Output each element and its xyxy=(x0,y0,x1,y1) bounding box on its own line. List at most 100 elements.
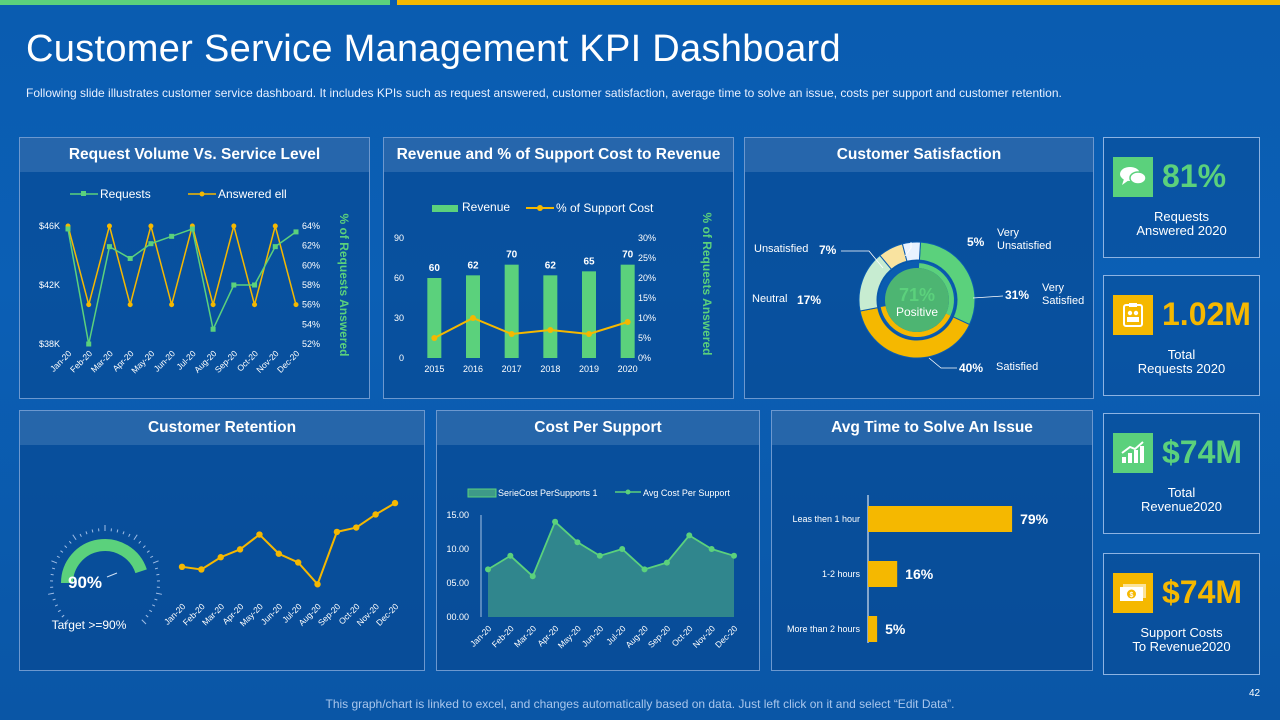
revenue-panel: Revenue and % of Support Cost to Revenue… xyxy=(383,137,734,399)
legend-label-support: % of Support Cost xyxy=(556,201,654,215)
page-subtitle: Following slide illustrates customer ser… xyxy=(26,86,1062,100)
gauge-tick xyxy=(68,540,72,544)
x-tick-label: Mar-20 xyxy=(200,601,226,627)
gauge-tick xyxy=(57,609,61,613)
x-tick-label: Mar-20 xyxy=(512,623,538,649)
answered-point xyxy=(252,302,258,308)
avg-time-chart: Leas then 1 hour 79% 1-2 hours 16% More than… xyxy=(787,495,1049,643)
gauge-tick xyxy=(142,545,146,549)
kpi-label: Total Requests 2020 xyxy=(1137,347,1226,376)
x-tick-label: 2018 xyxy=(540,364,560,374)
requests-series-line xyxy=(67,227,297,345)
satisfaction-slice xyxy=(901,241,922,262)
legend-marker-avg xyxy=(625,489,631,495)
revenue-bar-label: 60 xyxy=(429,263,441,274)
y-left-tick: $42K xyxy=(39,280,60,290)
revenue-bar-label: 65 xyxy=(583,256,595,267)
y-tick: 05.00 xyxy=(446,578,469,588)
gauge-tick xyxy=(72,534,77,541)
revenue-bar xyxy=(427,278,442,358)
avg-cost-point xyxy=(552,518,559,525)
legend-label-avg: Avg Cost Per Support xyxy=(643,488,730,498)
gauge-tick xyxy=(128,533,131,537)
requests-point xyxy=(231,282,237,288)
x-tick-label: 2016 xyxy=(463,364,483,374)
x-tick-label: 2017 xyxy=(502,364,522,374)
revenue-bar-label: 70 xyxy=(506,250,518,261)
cost-area xyxy=(488,521,734,617)
gauge-tick xyxy=(122,531,125,535)
gauge-tick xyxy=(48,592,55,595)
retention-point xyxy=(236,546,244,553)
revenue-bar-label: 62 xyxy=(545,260,557,271)
retention-point xyxy=(275,550,283,557)
x-tick-label: Dec-20 xyxy=(713,623,740,650)
y-left-tick: $38K xyxy=(39,339,60,349)
kpi-value: 1.02M xyxy=(1162,296,1251,332)
slice-name-very-satisfied-2: Satisfied xyxy=(1042,295,1084,307)
requests-point xyxy=(169,233,175,239)
time-bar-label: 79% xyxy=(1020,511,1049,527)
gauge-needle xyxy=(106,572,118,578)
requests-point xyxy=(210,326,216,332)
panel-title-retention: Customer Retention xyxy=(20,411,424,445)
svg-text:$: $ xyxy=(1130,592,1134,599)
legend-marker-answered xyxy=(199,191,205,197)
avg-cost-point xyxy=(641,566,648,573)
answered-point xyxy=(106,223,112,229)
x-tick-label: 2020 xyxy=(618,364,638,374)
gauge-tick xyxy=(116,529,119,533)
chat-bubbles-icon xyxy=(1113,157,1153,197)
gauge-tick xyxy=(152,604,156,607)
y-right-tick: 10% xyxy=(638,313,656,323)
retention-point xyxy=(372,511,379,518)
top-accent-bar-yellow xyxy=(397,0,1280,5)
revenue-bar xyxy=(582,271,596,358)
money-bill-icon: $ xyxy=(1113,573,1153,613)
revenue-bar xyxy=(543,275,558,358)
clipboard-team-icon xyxy=(1113,295,1153,335)
y-right-tick: 0% xyxy=(638,353,651,363)
requests-point xyxy=(293,229,299,235)
growth-chart-icon xyxy=(1113,433,1153,473)
slice-name-very-satisfied: Very xyxy=(1042,282,1065,294)
target-label: Target >=90% xyxy=(52,618,127,632)
avg-cost-point xyxy=(529,573,536,580)
y-right-tick: 52% xyxy=(302,339,320,349)
gauge-tick xyxy=(56,555,60,559)
request-volume-panel: Request Volume Vs. Service Level Request… xyxy=(19,137,370,399)
time-bar xyxy=(868,616,878,642)
gauge-tick xyxy=(152,560,159,564)
retention-point xyxy=(353,524,360,531)
legend-label-revenue: Revenue xyxy=(462,200,510,214)
kpi-label: Support Costs To Revenue2020 xyxy=(1132,625,1231,654)
y-left-tick: 30 xyxy=(394,313,404,323)
support-cost-point xyxy=(624,319,631,325)
requests-point xyxy=(189,226,195,232)
x-tick-label: Sep-20 xyxy=(213,348,240,375)
gauge-tick xyxy=(154,567,159,570)
inner-ring-satisfied xyxy=(880,306,951,337)
slice-label-very-unsatisfied: 5% xyxy=(967,235,985,249)
center-label: Positive xyxy=(896,305,938,319)
y-right-tick: 20% xyxy=(638,273,656,283)
y-tick: 10.00 xyxy=(446,544,469,554)
answered-point xyxy=(210,302,216,308)
x-tick-label: May-20 xyxy=(556,623,583,650)
footer-note: This graph/chart is linked to excel, and… xyxy=(325,697,955,711)
answered-point xyxy=(86,302,92,308)
legend-label-requests: Requests xyxy=(100,187,151,201)
kpi-card-requests-answered: 81% Requests Answered 2020 xyxy=(1103,137,1260,258)
time-bar-category: More than 2 hours xyxy=(787,624,861,634)
inner-ring-very-satisfied xyxy=(918,263,954,316)
leader-line xyxy=(972,295,1004,299)
y-right-tick: 30% xyxy=(638,233,656,243)
center-value: 71% xyxy=(899,285,935,305)
kpi-card-support-costs: $ $74M Support Costs To Revenue2020 xyxy=(1103,553,1260,675)
revenue-chart: Revenue % of Support Cost 90 60 30 0 30% 25% 20%… xyxy=(394,200,714,374)
leader-line xyxy=(841,250,884,269)
gauge-tick xyxy=(54,604,58,607)
avg-time-panel: Avg Time to Solve An Issue Leas then 1 h… xyxy=(771,410,1093,671)
kpi-label: Requests Answered 2020 xyxy=(1136,209,1227,238)
gauge-tick xyxy=(149,609,153,613)
